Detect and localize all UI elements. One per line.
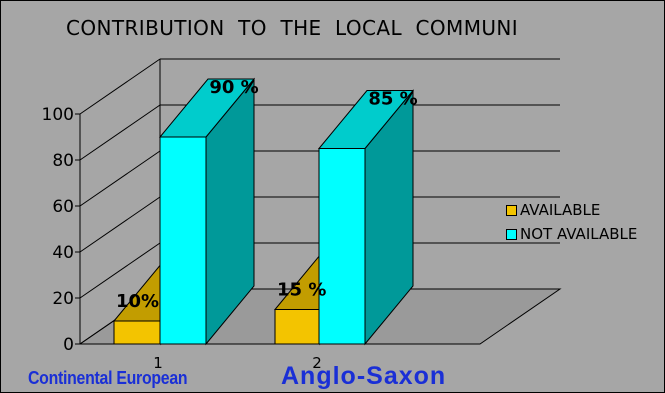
bar-available <box>274 309 321 345</box>
category-name-continental-european: Continental European <box>28 368 188 388</box>
x-tick-label: 2 <box>312 354 322 372</box>
x-tick-label: 1 <box>153 354 163 372</box>
depth-gridline <box>79 196 161 253</box>
legend-item-not-available: NOT AVAILABLE <box>506 222 637 246</box>
data-label: 85 % <box>368 89 417 110</box>
data-label: 10% <box>116 291 159 312</box>
y-axis: 0 20 40 60 80 100 <box>42 105 80 355</box>
data-label: 90 % <box>209 77 258 98</box>
legend-swatch-available <box>506 204 517 216</box>
y-tick-label: 0 <box>63 335 74 355</box>
bars <box>112 77 415 346</box>
data-labels: 10% 90 % 15 % 85 % <box>116 77 418 312</box>
legend-swatch-not-available <box>506 228 517 240</box>
legend-label-available: AVAILABLE <box>520 201 601 219</box>
bar-not-available <box>159 136 207 345</box>
depth-gridline <box>79 58 161 115</box>
legend: AVAILABLE NOT AVAILABLE <box>506 198 637 246</box>
y-tick-label: 60 <box>52 197 74 217</box>
depth-gridline <box>79 104 161 161</box>
bar-not-available <box>318 148 366 345</box>
y-tick-label: 80 <box>52 151 74 171</box>
y-tick-label: 100 <box>42 105 74 125</box>
category-name-anglo-saxon: Anglo-Saxon <box>281 362 447 390</box>
depth-gridline <box>79 242 161 299</box>
data-label: 15 % <box>277 280 326 301</box>
depth-gridline <box>79 150 161 207</box>
chart-title: CONTRIBUTION TO THE LOCAL COMMUNI <box>66 16 519 40</box>
bar-available <box>113 320 162 345</box>
legend-item-available: AVAILABLE <box>506 198 637 222</box>
legend-label-not-available: NOT AVAILABLE <box>520 225 638 243</box>
y-tick-label: 40 <box>52 243 74 263</box>
y-tick-label: 20 <box>52 289 74 309</box>
